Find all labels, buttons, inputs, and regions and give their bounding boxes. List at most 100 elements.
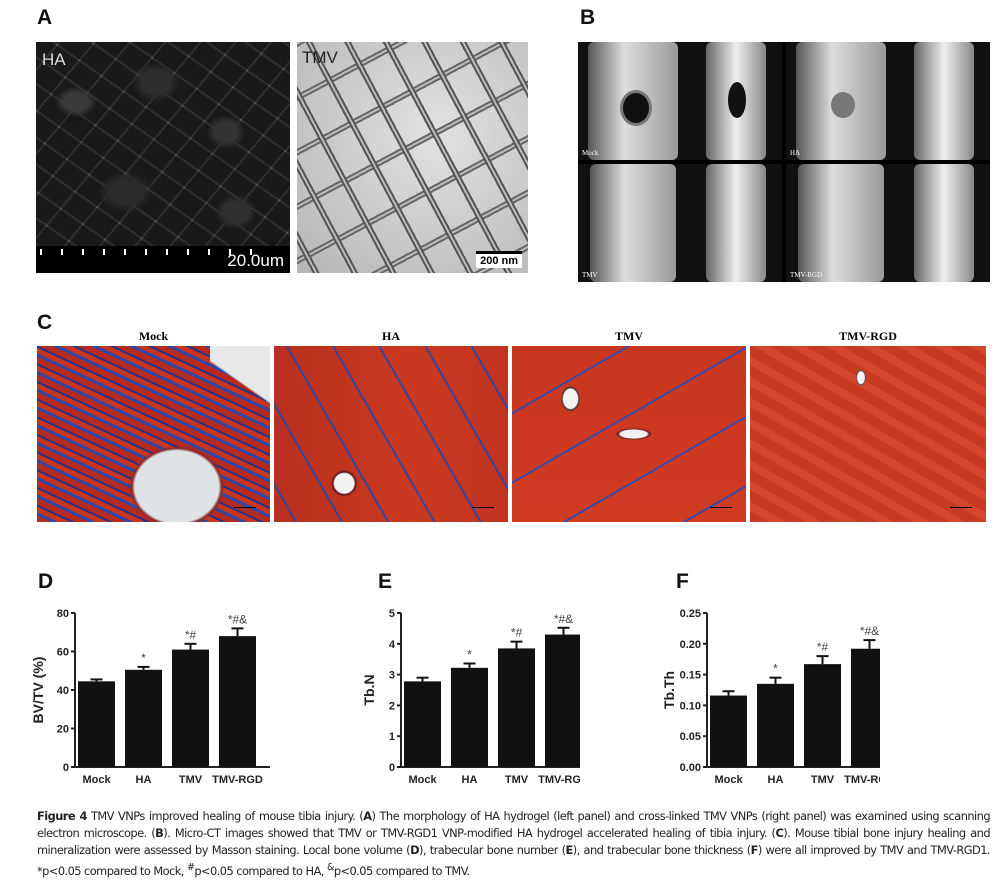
x-tick-label: Mock [408,774,437,786]
y-tick-label: 3 [389,670,395,682]
significance-marker: *#& [228,612,247,626]
y-axis-label: Tb.Th [661,671,677,709]
significance-marker: *#& [860,624,879,638]
micro-ct-ha: HA [786,42,990,160]
bar-tmv-rgd [219,636,256,767]
y-tick-label: 0.15 [680,670,701,682]
bar-mock [404,681,441,767]
bar-chart-tb-th: 0.00 0.05 0.10 0.15 0.20 0.25 Tb.Th Mock HA * TMV *… [661,608,880,786]
y-tick-label: 5 [389,608,395,620]
y-axis-label: Tb.N [361,674,377,705]
x-tick-label: HA [462,774,478,786]
bar-tmv-rgd [545,634,580,767]
caption-ref-c: C [775,826,784,840]
tem-image-tmv: TMV 200 nm [297,42,528,273]
x-tick-label: Mock [714,774,743,786]
significance-marker: *# [185,628,197,642]
tem-label: TMV [302,48,338,67]
y-tick-label: 0.10 [680,700,701,712]
y-tick-label: 60 [57,647,69,659]
significance-marker: * [467,648,472,662]
caption-text: ), and trabecular bone thickness ( [572,843,751,857]
x-tick-label: Mock [82,774,111,786]
significance-marker: *#& [554,612,573,626]
micro-ct-images: Mock HA TMV TMV-RGD [578,42,990,282]
sem-scale-bar: 20.0um [36,246,290,273]
tem-scale-bar: 200 nm [476,251,522,268]
histology-ha [274,346,508,522]
histology-title-tmv-rgd: TMV-RGD [839,329,897,343]
x-tick-label: HA [768,774,784,786]
scale-bar [472,507,494,514]
histology-title-ha: HA [382,329,400,343]
x-tick-label: TMV [505,774,529,786]
y-tick-label: 1 [389,731,395,743]
caption-text: p<0.05 compared to TMV. [333,863,470,878]
bar-ha [757,683,794,767]
caption-ref-a: A [363,809,372,823]
bar-ha [125,669,162,767]
caption-ref-d: D [410,843,419,857]
caption-text: TMV VNPs improved healing of mouse tibia… [86,809,364,823]
y-tick-label: 0.00 [680,762,701,774]
x-tick-label: HA [136,774,152,786]
sem-image-ha-hydrogel: HA 20.0um [36,42,290,273]
histology-title-tmv: TMV [615,329,643,343]
histology-tmv-rgd [750,346,986,522]
scale-bar [234,507,256,514]
y-axis-label: BV/TV (%) [30,657,46,724]
bar-mock [710,695,747,767]
bar-tmv-rgd [851,648,880,767]
micro-ct-label: TMV [582,271,598,279]
x-tick-label: TMV-RGD [844,774,880,786]
bar-tmv [498,648,535,767]
y-tick-label: 20 [57,724,69,736]
panel-label-c: C [37,311,53,334]
caption-text: ) The morphology of HA hydrogel (left pa… [37,809,991,840]
caption-text: ). Micro-CT images showed that TMV or TM… [163,826,776,840]
caption-ref-e: E [565,843,574,857]
micro-ct-mock: Mock [578,42,782,160]
histology-mock [37,346,270,522]
y-tick-label: 0.25 [680,608,701,620]
significance-marker: * [141,651,146,665]
bar-tmv [804,664,841,767]
x-tick-label: TMV [811,774,835,786]
panel-label-f: F [676,570,689,593]
micro-ct-tmv: TMV [578,164,782,282]
y-tick-label: 0 [389,762,395,774]
caption-sup-hash: # [186,862,195,873]
significance-marker: *# [511,626,523,640]
caption-text: ). Mouse tibial bone injury healing and … [37,826,991,857]
significance-marker: * [773,662,778,676]
micro-ct-label: TMV-RGD [790,271,823,279]
micro-ct-tmv-rgd: TMV-RGD [786,164,990,282]
panel-label-d: D [38,570,54,593]
x-tick-label: TMV-RGD [538,774,580,786]
scale-bar [710,507,732,514]
caption-ref-f: F [750,843,759,857]
figure-caption: Figure 4 TMV VNPs improved healing of mo… [37,808,991,880]
figure-number: Figure 4 [37,809,87,823]
bar-chart-tb-n: 0 1 2 3 4 5 Tb.N Mock HA * TMV *# TMV-RGD *#& [361,608,580,786]
y-tick-label: 0 [63,762,69,774]
y-tick-label: 0.20 [680,639,701,651]
micro-ct-label: HA [790,149,801,157]
y-tick-label: 80 [57,608,69,620]
panel-label-a: A [37,6,53,29]
caption-text: ) were all improved by TMV and TMV-RGD1.… [37,843,991,878]
x-tick-label: TMV [179,774,203,786]
caption-ref-b: B [155,826,164,840]
caption-text: ), trabecular bone number ( [418,843,566,857]
histology-title-mock: Mock [138,329,169,343]
histology-tmv [512,346,746,522]
y-tick-label: 0.05 [680,731,701,743]
significance-marker: *# [817,640,829,654]
bar-ha [451,667,488,767]
y-tick-label: 2 [389,700,395,712]
scale-bar [950,507,972,514]
caption-text: p<0.05 compared to HA, [194,863,327,878]
sem-scale-text: 20.0um [227,251,284,270]
panel-label-b: B [580,6,596,29]
